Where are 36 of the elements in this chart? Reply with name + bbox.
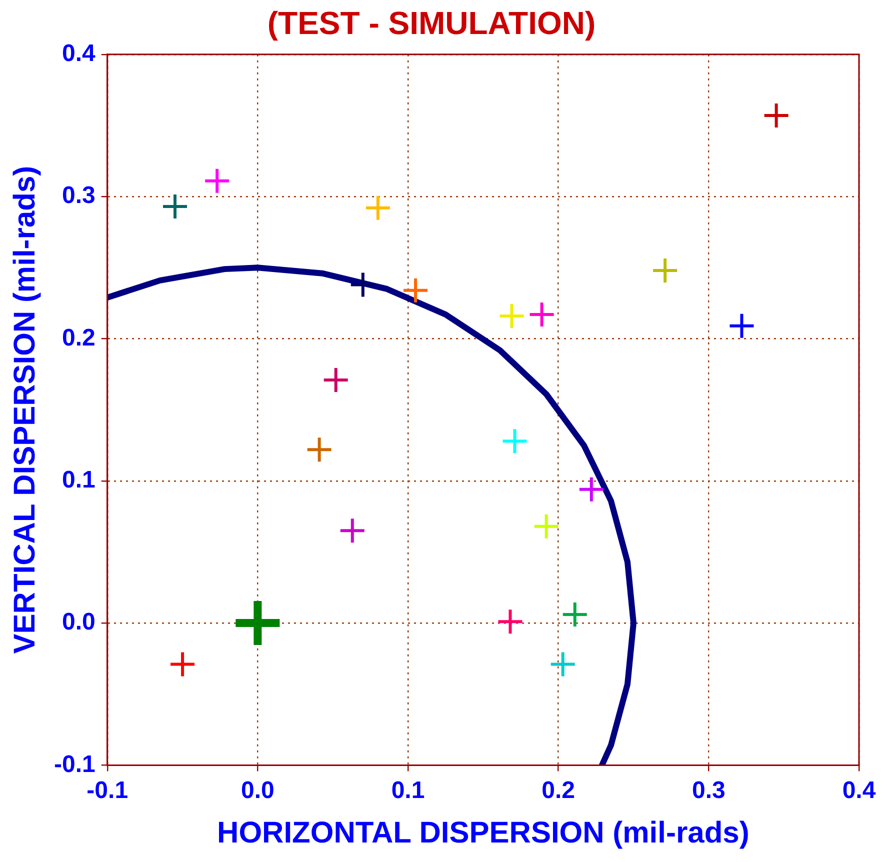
point bbox=[562, 602, 587, 627]
y-axis-title: VERTICAL DISPERSION (mil-rads) bbox=[8, 166, 42, 654]
point bbox=[579, 477, 604, 502]
y-tick-label: 0.1 bbox=[62, 466, 96, 494]
y-tick-label: -0.1 bbox=[54, 750, 96, 778]
point bbox=[350, 272, 375, 297]
point bbox=[324, 368, 348, 392]
x-tick-label: 0.0 bbox=[240, 777, 274, 804]
point bbox=[502, 429, 527, 454]
y-tick-label: 0.2 bbox=[62, 324, 96, 352]
x-tick-label: 0.4 bbox=[842, 777, 876, 804]
point bbox=[498, 610, 522, 634]
y-tick-label: 0.0 bbox=[62, 608, 96, 636]
chart-title: (TEST - SIMULATION) bbox=[267, 5, 596, 42]
point bbox=[205, 168, 230, 193]
point bbox=[163, 194, 188, 219]
point bbox=[500, 304, 524, 328]
point bbox=[236, 601, 280, 646]
x-tick-label: -0.1 bbox=[86, 777, 128, 804]
point bbox=[307, 438, 332, 462]
point bbox=[340, 518, 364, 543]
point bbox=[404, 278, 428, 302]
point bbox=[653, 258, 678, 282]
x-tick-label: 0.1 bbox=[391, 777, 425, 804]
point bbox=[170, 652, 195, 676]
y-tick-label: 0.3 bbox=[62, 182, 96, 210]
point bbox=[764, 104, 788, 128]
point bbox=[730, 314, 754, 338]
x-tick-label: 0.3 bbox=[692, 777, 726, 804]
point bbox=[366, 196, 390, 220]
y-tick-label: 0.4 bbox=[62, 40, 96, 68]
point bbox=[534, 514, 558, 538]
x-axis-title: HORIZONTAL DISPERSION (mil-rads) bbox=[217, 816, 750, 850]
x-tick-label: 0.2 bbox=[542, 777, 576, 804]
point bbox=[550, 652, 575, 676]
point bbox=[530, 302, 554, 327]
